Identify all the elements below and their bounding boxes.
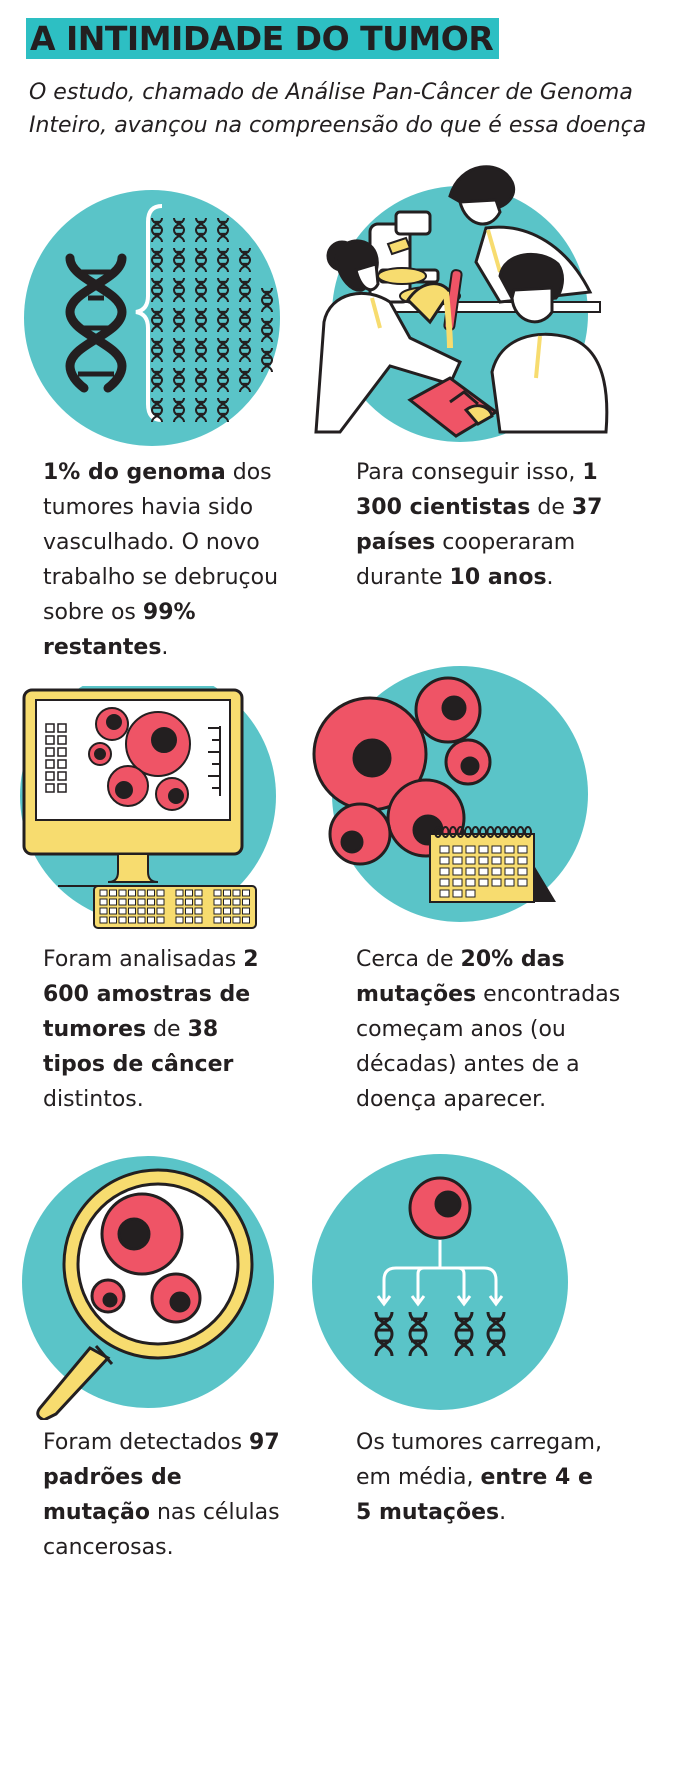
caption-segment: 38 tipos de câncer bbox=[43, 1017, 234, 1077]
caption-segment: cooperaram durante bbox=[356, 530, 576, 590]
caption-segment: encontradas começam anos (ou décadas) an… bbox=[356, 982, 621, 1112]
magnifier-cells-icon bbox=[22, 1156, 274, 1420]
caption-segment: de bbox=[146, 1017, 188, 1042]
panel-4-caption: Cerca de 20% das mutações encontradas co… bbox=[356, 942, 626, 1117]
panel-2-caption: Para conseguir isso, 1 300 cientistas de… bbox=[356, 455, 616, 595]
panel-5-caption: Foram detectados 97 padrões de mutação n… bbox=[43, 1425, 283, 1565]
caption-segment: 97 padrões de mutação bbox=[43, 1430, 280, 1525]
cell-mutations-icon bbox=[312, 1154, 568, 1410]
page-subtitle: O estudo, chamado de Análise Pan-Câncer … bbox=[29, 80, 647, 138]
caption-segment: Para conseguir isso, bbox=[356, 460, 583, 485]
computer-samples-icon bbox=[20, 686, 276, 929]
caption-segment: . bbox=[499, 1500, 507, 1525]
caption-segment: 1 300 cientistas bbox=[356, 460, 598, 520]
caption-segment: Cerca de bbox=[356, 947, 461, 972]
caption-segment: de bbox=[530, 495, 572, 520]
page-title: A INTIMIDADE DO TUMOR bbox=[26, 18, 500, 59]
cells-calendar-icon bbox=[312, 666, 588, 922]
caption-segment: . bbox=[546, 565, 554, 590]
scientists-microscope-icon bbox=[314, 165, 609, 442]
caption-segment: Os tumores carregam, em média, bbox=[356, 1430, 602, 1490]
caption-segment: . bbox=[161, 635, 169, 660]
panel-6-caption: Os tumores carregam, em média, entre 4 e… bbox=[356, 1425, 606, 1530]
caption-segment: Foram analisadas bbox=[43, 947, 244, 972]
caption-segment: dos tumores havia sido vasculhado. O nov… bbox=[43, 460, 279, 625]
caption-segment: 99% restantes bbox=[43, 600, 196, 660]
caption-segment: 10 anos bbox=[449, 565, 547, 590]
caption-segment: 20% das mutações bbox=[356, 947, 565, 1007]
caption-segment: distintos. bbox=[43, 1087, 144, 1112]
panel-1-caption: 1% do genoma dos tumores havia sido vasc… bbox=[43, 455, 308, 665]
caption-segment: Foram detectados bbox=[43, 1430, 250, 1455]
caption-segment: 37 países bbox=[356, 495, 603, 555]
caption-segment: entre 4 e 5 mutações bbox=[356, 1465, 593, 1525]
caption-segment: 1% do genoma bbox=[43, 460, 226, 485]
caption-segment: 2 600 amostras de tumores bbox=[43, 947, 259, 1042]
caption-segment: nas células cancerosas. bbox=[43, 1500, 280, 1560]
panel-3-caption: Foram analisadas 2 600 amostras de tumor… bbox=[43, 942, 283, 1117]
dna-genome-icon bbox=[24, 190, 280, 446]
header: A INTIMIDADE DO TUMOR bbox=[26, 18, 500, 59]
